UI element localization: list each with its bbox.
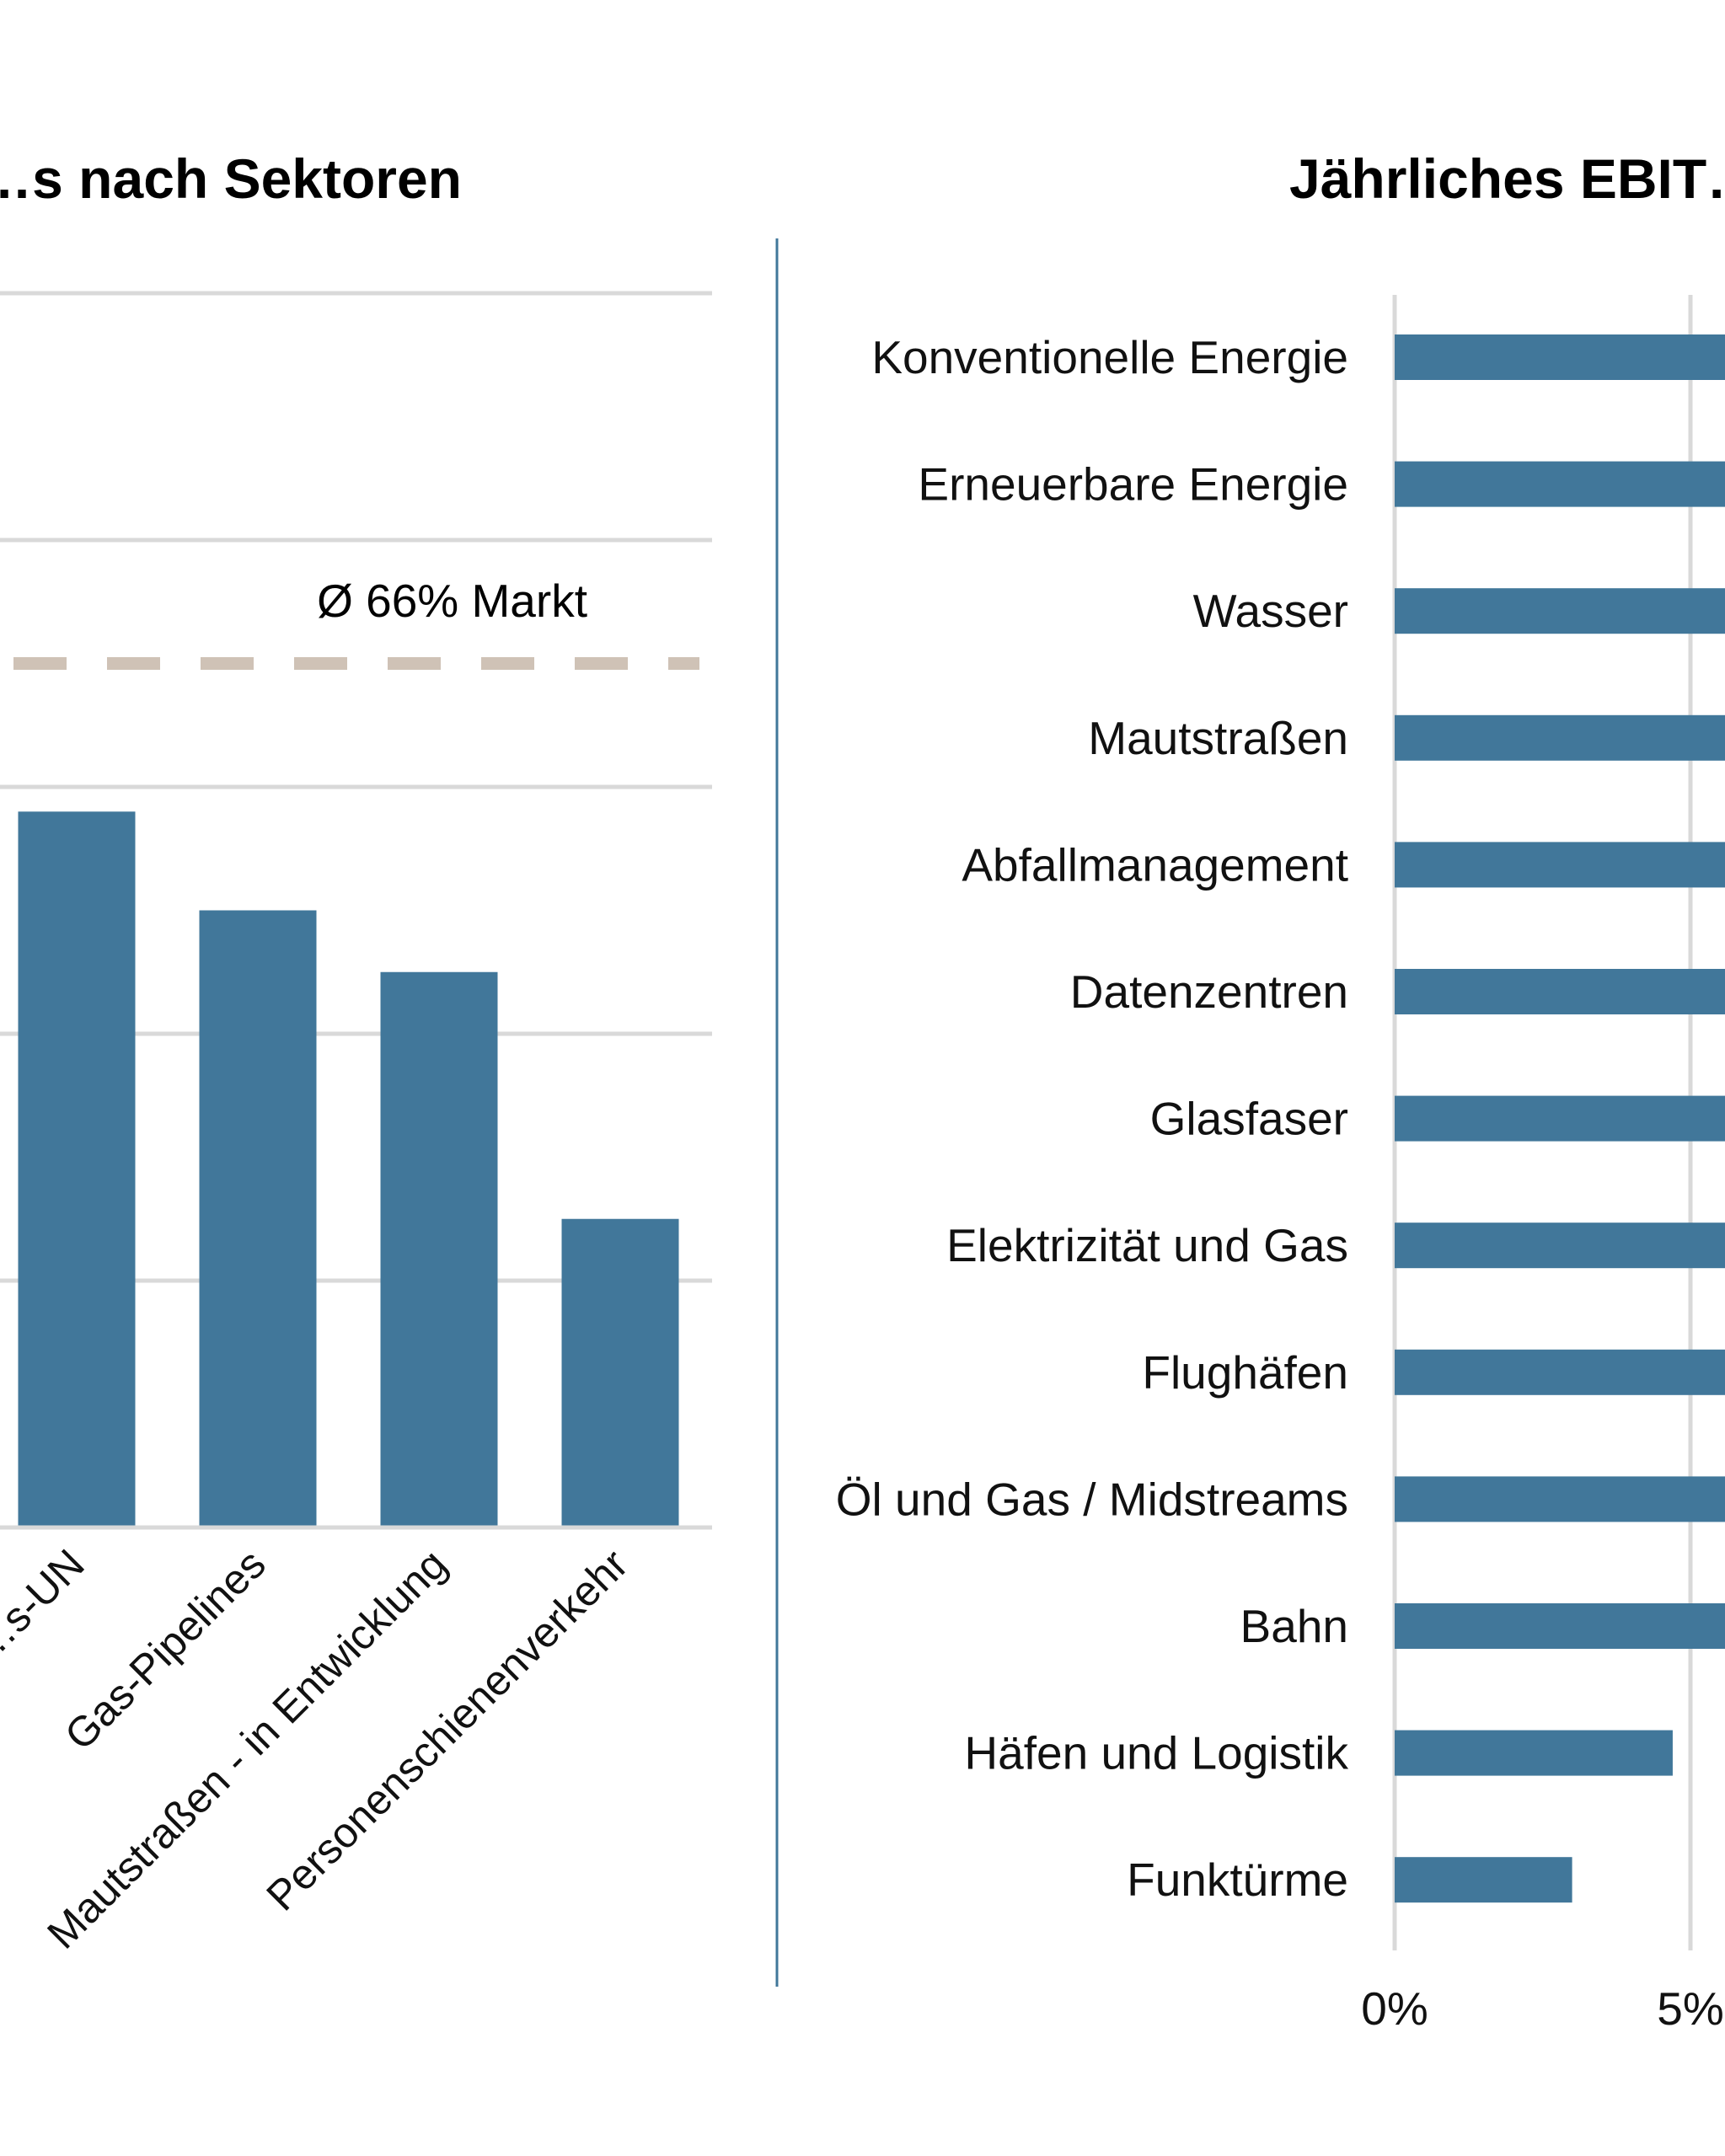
left-bar — [18, 811, 136, 1527]
sector-bar-chart: …s nach Sektoren Ø 66% Markt …s-UNGas-Pi… — [0, 147, 712, 1958]
right-bar — [1395, 1476, 1725, 1522]
left-category-label: …s-UN — [0, 1540, 94, 1671]
right-bar — [1395, 969, 1725, 1014]
right-bar — [1395, 1730, 1673, 1776]
left-bar — [380, 971, 498, 1527]
right-tick-label: 5% — [1657, 1982, 1724, 2035]
left-bar — [561, 1218, 679, 1527]
right-tick-label: 0% — [1361, 1982, 1428, 2035]
right-bar — [1395, 714, 1725, 761]
right-bars — [1395, 334, 1725, 1903]
right-category-label: Funktürme — [1127, 1854, 1348, 1906]
right-category-label: Mautstraßen — [1088, 712, 1348, 764]
right-bar — [1395, 842, 1725, 888]
right-x-tick-labels: 0% 5% — [1361, 1982, 1724, 2035]
right-category-label: Datenzentren — [1070, 966, 1348, 1018]
market-average-label: Ø 66% Markt — [317, 575, 587, 627]
right-bar — [1395, 1857, 1572, 1903]
right-bar — [1395, 1349, 1725, 1395]
right-category-label: Häfen und Logistik — [964, 1727, 1348, 1779]
left-category-label: Mautstraßen - in Entwicklung — [38, 1540, 455, 1957]
right-category-label: Öl und Gas / Midstreams — [836, 1473, 1348, 1525]
right-category-label: Abfallmanagement — [962, 838, 1348, 891]
right-bar — [1395, 1222, 1725, 1269]
left-bar — [199, 910, 317, 1527]
right-category-label: Bahn — [1240, 1600, 1348, 1652]
left-category-label: Personenschienenverkehr — [257, 1540, 636, 1919]
right-bar — [1395, 461, 1725, 507]
right-chart-title: Jährliches EBIT… — [1289, 147, 1725, 210]
right-bar — [1395, 1095, 1725, 1142]
ebit-bar-chart: Jährliches EBIT… Konventionelle Energie E… — [836, 147, 1725, 2035]
right-category-label: Glasfaser — [1150, 1093, 1348, 1145]
right-bar — [1395, 1603, 1725, 1649]
right-bar — [1395, 588, 1725, 634]
right-category-label: Elektrizität und Gas — [946, 1219, 1348, 1271]
left-bars — [18, 811, 679, 1527]
right-category-label: Erneuerbare Energie — [918, 458, 1348, 511]
left-chart-title: …s nach Sektoren — [0, 147, 462, 210]
right-bar — [1395, 334, 1725, 380]
right-category-label: Konventionelle Energie — [871, 331, 1348, 383]
right-category-labels: Konventionelle Energie Erneuerbare Energi… — [836, 331, 1349, 1906]
right-category-label: Flughäfen — [1142, 1346, 1348, 1399]
right-category-label: Wasser — [1193, 585, 1348, 637]
